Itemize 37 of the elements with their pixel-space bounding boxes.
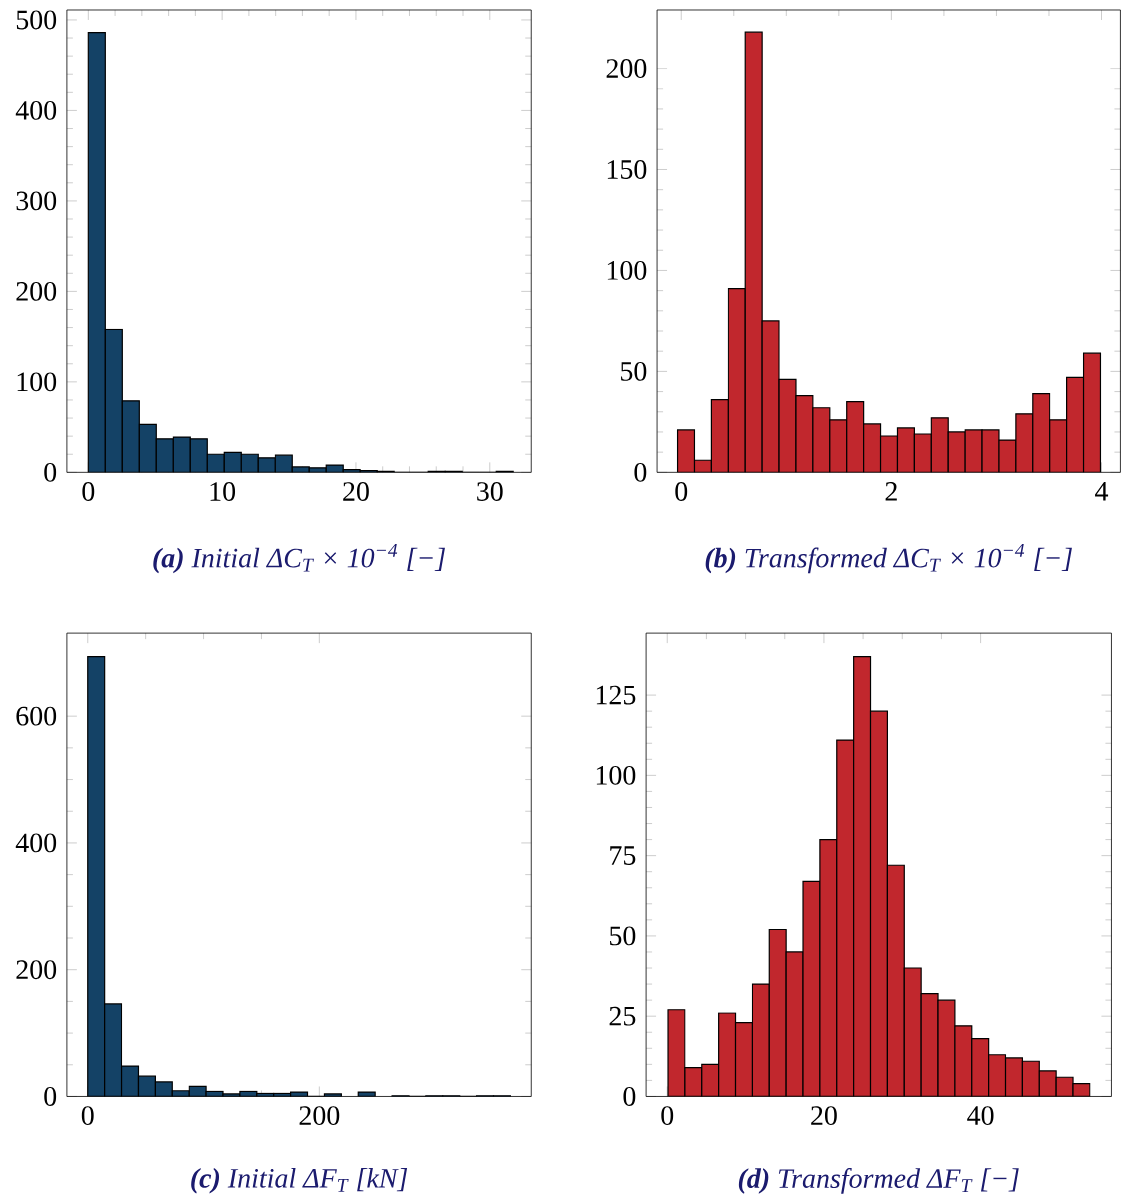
x-tick-label: 20 [810,1106,837,1126]
y-tick-label: 200 [16,960,56,980]
x-axis-title: (b) Transformed ΔC$_{T}$ × 10$^{−4}$ [−] [705,543,1072,574]
x-tick-label: 20 [342,482,369,501]
y-tick-label: 200 [606,59,647,78]
y-tick-label: 0 [44,1087,56,1106]
x-tick-label: 200 [299,1106,340,1126]
y-tick-label: 600 [16,706,56,726]
y-tick-label: 0 [44,462,56,482]
y-tick-label: 150 [607,160,647,179]
y-tick-label: 125 [596,685,636,705]
y-tick-label: 100 [17,372,56,392]
x-tick-label: 4 [1094,482,1108,501]
y-tick-label: 50 [609,926,636,946]
y-tick-label: 25 [609,1006,636,1026]
x-tick-label: 30 [476,482,503,501]
x-tick-label: 0 [81,1106,94,1126]
y-tick-label: 100 [596,765,636,785]
y-tick-label: 100 [607,261,647,280]
y-tick-label: 300 [16,191,56,211]
x-tick-label: 40 [966,1106,994,1126]
y-tick-label: 500 [16,10,56,30]
x-tick-label: 10 [210,482,235,501]
x-tick-label: 0 [675,482,687,501]
y-tick-label: 200 [16,281,56,301]
y-tick-label: 0 [634,462,647,482]
y-tick-label: 400 [15,100,56,120]
x-tick-label: 0 [82,482,95,501]
x-axis-title: (c) Initial ΔF$_{T}$ [kN] [190,1168,407,1194]
y-tick-label: 400 [15,833,56,853]
x-axis-title: (a) Initial ΔC$_{T}$ × 10$^{−4}$ [−] [153,543,445,574]
y-tick-label: 0 [623,1087,636,1106]
x-axis-title: (d) Transformed ΔF$_{T}$ [−] [738,1168,1019,1194]
x-tick-label: 2 [885,482,897,501]
y-tick-label: 50 [620,361,647,381]
y-tick-label: 75 [610,846,636,865]
x-tick-label: 0 [661,1106,673,1126]
